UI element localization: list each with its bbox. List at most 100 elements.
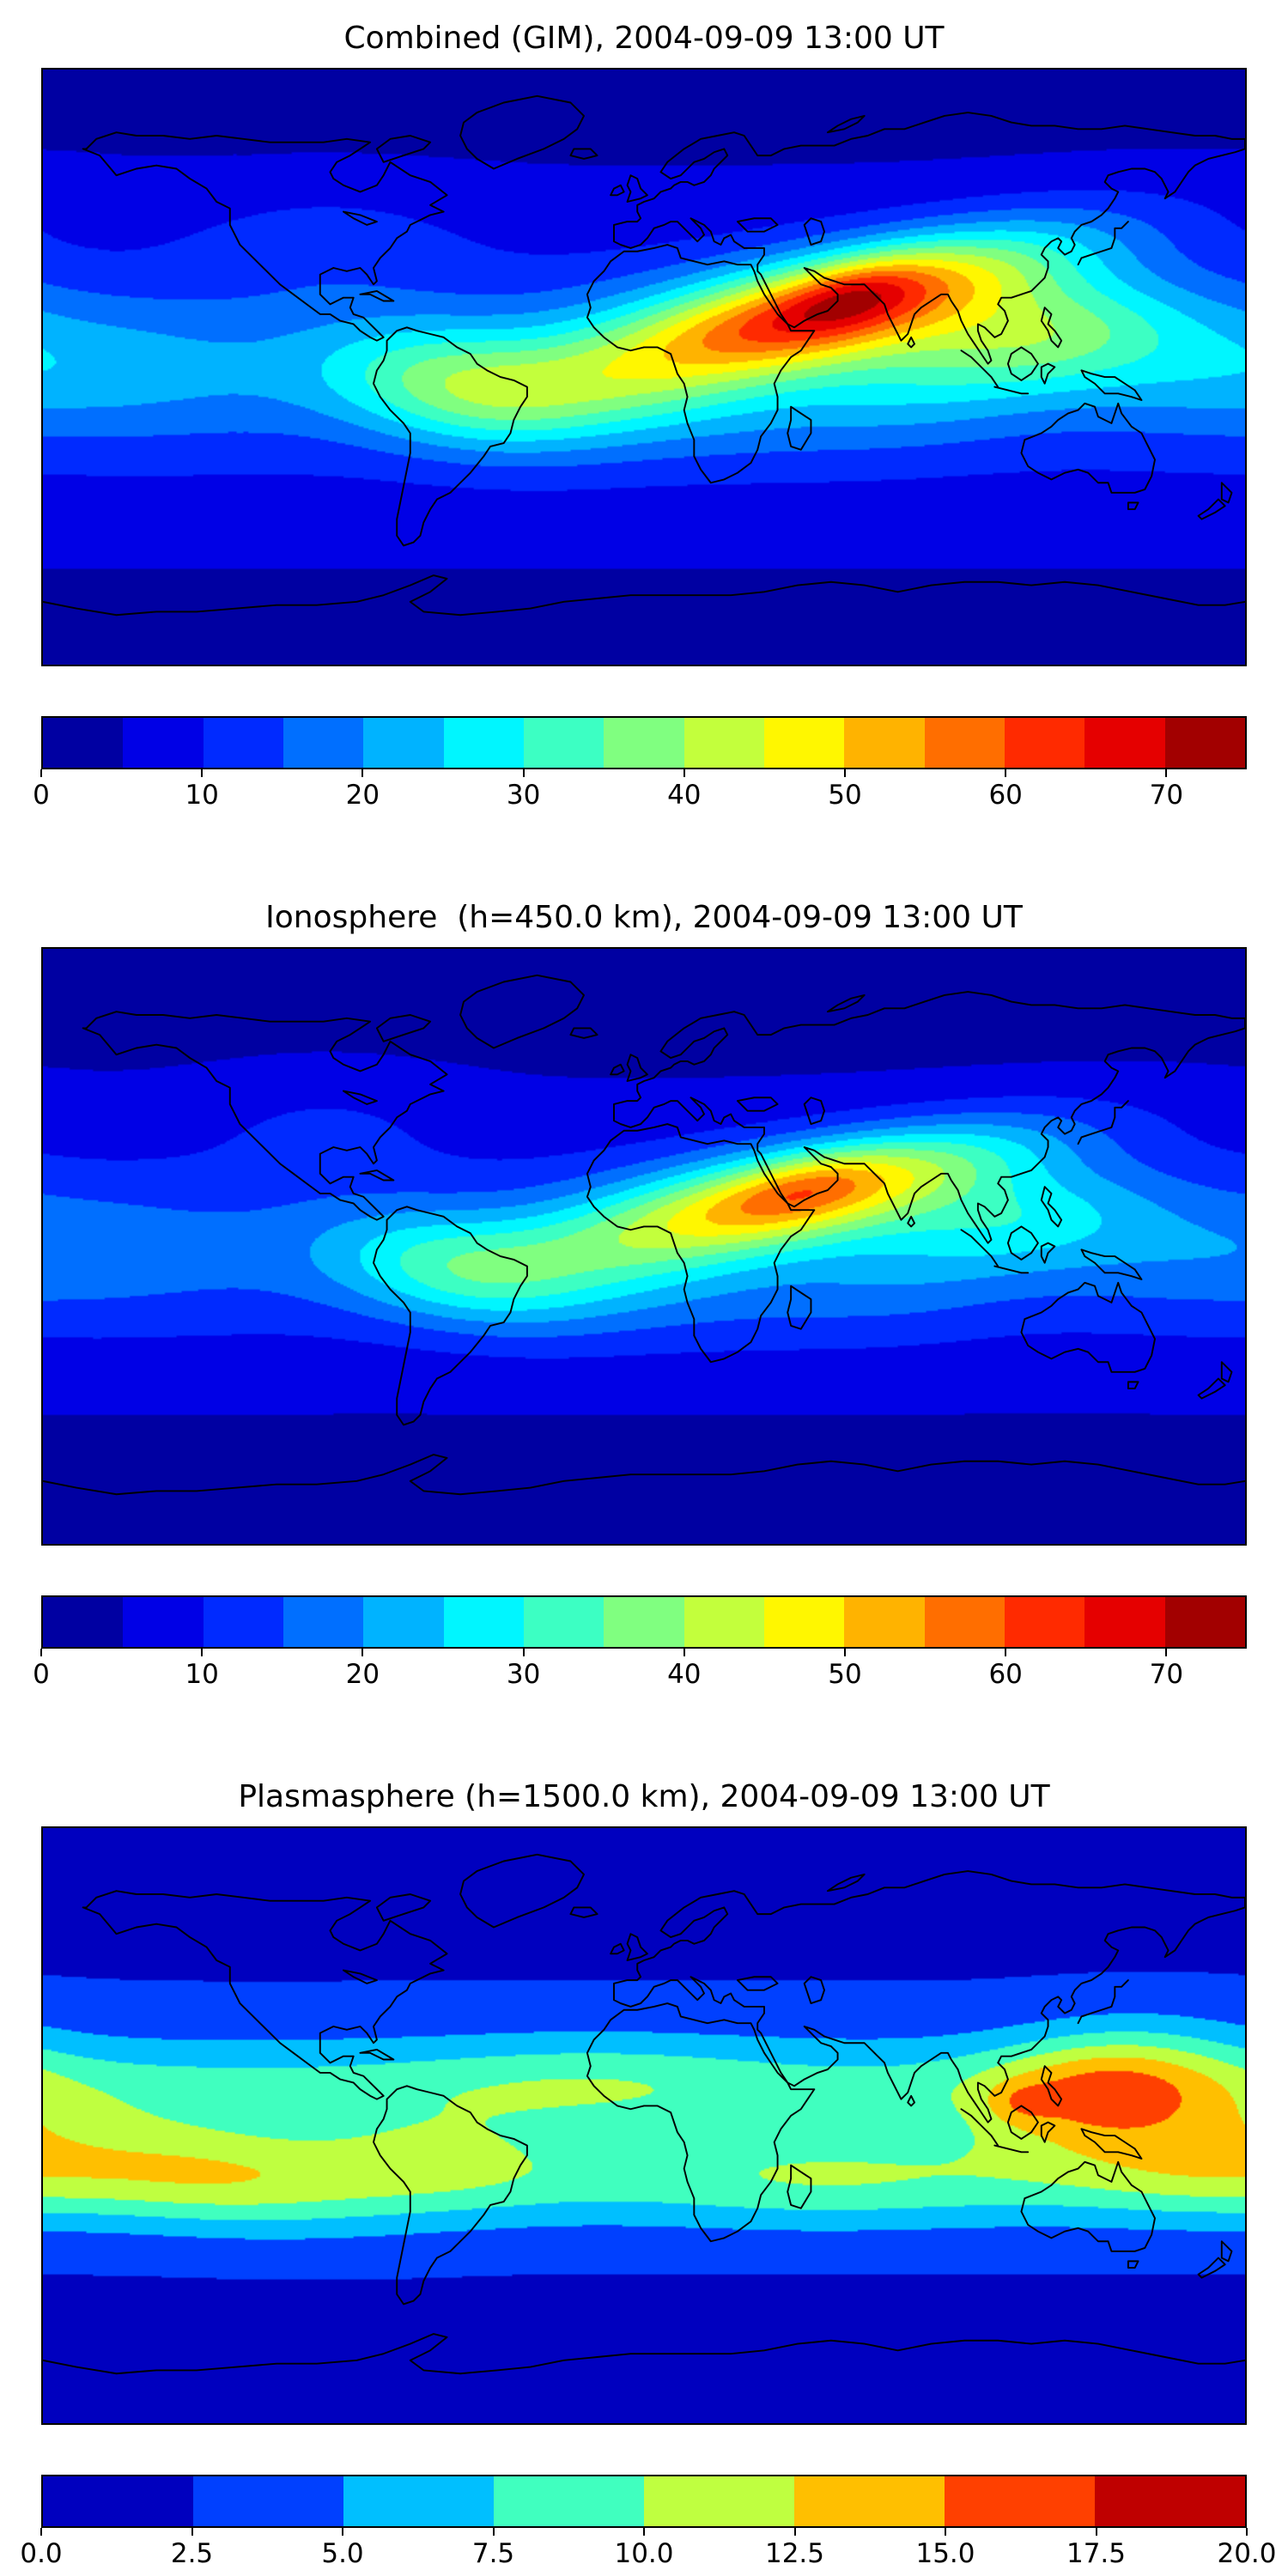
colorbar-tick-label: 40 xyxy=(667,780,702,811)
colorbar-segment xyxy=(443,718,524,768)
colorbar-tick xyxy=(683,1649,685,1656)
coastline xyxy=(1040,307,1063,349)
colorbar-tick-label: 30 xyxy=(506,780,541,811)
colorbar-axis: 0.0 2.5 5.0 7.5 10.0 12.5 15.0 17.5 20.0 xyxy=(20,2528,1277,2576)
coastline xyxy=(1080,2128,1143,2160)
colorbar-tick xyxy=(1095,2528,1097,2536)
map-combined-gim xyxy=(41,68,1247,666)
colorbar-tick xyxy=(40,2528,42,2536)
coastline xyxy=(459,974,585,1049)
coastline xyxy=(993,2144,1030,2154)
coastline xyxy=(1040,362,1056,385)
coastline xyxy=(586,244,816,484)
coastline xyxy=(1080,1249,1143,1280)
coastlines-overlay xyxy=(43,974,1245,1496)
coastline xyxy=(610,1942,625,1955)
colorbar-tick xyxy=(201,1649,204,1656)
colorbar-segment xyxy=(193,2476,343,2526)
colorbar-segment xyxy=(945,2476,1095,2526)
coastline xyxy=(43,1454,1245,1496)
coastline xyxy=(1220,1361,1233,1383)
coastline xyxy=(459,94,585,170)
colorbar-segment xyxy=(43,1597,124,1647)
coastline xyxy=(736,217,779,233)
map-canvas xyxy=(43,70,1245,665)
colorbar-tick-label: 17.5 xyxy=(1066,2538,1127,2569)
map-canvas xyxy=(43,949,1245,1544)
coastline xyxy=(907,2094,915,2107)
colorbar-tick xyxy=(844,769,846,777)
coastline xyxy=(1077,221,1129,266)
colorbar-segment xyxy=(43,718,124,768)
coastline xyxy=(1020,402,1156,494)
colorbar-segment xyxy=(283,1597,364,1647)
colorbar-tick xyxy=(40,769,42,777)
colorbar-tick-label: 10 xyxy=(185,1659,219,1690)
coastline xyxy=(610,1063,625,1076)
coastline xyxy=(1127,2260,1139,2269)
colorbar-tick xyxy=(342,2528,343,2536)
coastline xyxy=(373,2085,528,2306)
colorbar-segment xyxy=(523,718,605,768)
coastlines-overlay xyxy=(43,1853,1245,2375)
colorbar-axis: 0 10 20 30 40 50 60 70 xyxy=(33,1649,1247,1697)
colorbar-segment xyxy=(844,718,925,768)
coastline xyxy=(787,2164,812,2209)
panel-title-combined: Combined (GIM), 2004-09-09 13:00 UT xyxy=(343,21,945,56)
colorbar-tick xyxy=(643,2528,645,2536)
coastline xyxy=(1077,1979,1129,2025)
coastline xyxy=(1040,2121,1056,2143)
coastline xyxy=(1197,2257,1226,2279)
colorbar-tick-label: 20 xyxy=(345,1659,380,1690)
colorbar-tick-label: 0 xyxy=(33,780,50,811)
coastline xyxy=(1020,2160,1156,2252)
colorbar xyxy=(41,1595,1247,1649)
coastline xyxy=(1077,1100,1129,1145)
coastline xyxy=(82,131,448,342)
colorbar-tick-label: 50 xyxy=(828,780,862,811)
colorbar-segment xyxy=(644,2476,794,2526)
colorbar-axis: 0 10 20 30 40 50 60 70 xyxy=(33,769,1247,817)
colorbar-tick xyxy=(1165,1649,1168,1656)
colorbar-segment xyxy=(1095,2476,1245,2526)
colorbar-tick xyxy=(793,2528,796,2536)
coastline xyxy=(787,405,812,451)
colorbar-tick-label: 0.0 xyxy=(20,2538,63,2569)
panel-ionosphere: Ionosphere (h=450.0 km), 2004-09-09 13:0… xyxy=(33,900,1247,1697)
coastline xyxy=(613,112,1245,365)
coastline xyxy=(1220,482,1233,504)
coastline xyxy=(613,991,1245,1244)
colorbar xyxy=(41,716,1247,769)
colorbar-segment xyxy=(604,1597,684,1647)
colorbar-segment xyxy=(924,1597,1005,1647)
coastline xyxy=(1006,1225,1039,1261)
coastline xyxy=(373,1206,528,1426)
coastline xyxy=(736,1976,779,1991)
coastline xyxy=(359,289,395,302)
coastline xyxy=(907,1215,915,1228)
colorbar-tick xyxy=(844,1649,846,1656)
coastline xyxy=(1127,1381,1139,1390)
coastline xyxy=(1197,498,1226,520)
coastline xyxy=(1080,369,1143,401)
colorbar-segment xyxy=(1084,1597,1165,1647)
colorbar-tick-label: 30 xyxy=(506,1659,541,1690)
colorbar-tick-label: 70 xyxy=(1149,1659,1184,1690)
coastline xyxy=(1127,501,1139,511)
colorbar-segment xyxy=(794,2476,945,2526)
colorbar-segment xyxy=(1004,1597,1085,1647)
coastline xyxy=(359,2048,395,2061)
colorbar-tick-label: 2.5 xyxy=(170,2538,214,2569)
colorbar-segment xyxy=(844,1597,925,1647)
colorbar-segment xyxy=(604,718,684,768)
colorbar-tick xyxy=(492,2528,495,2536)
colorbar-segment xyxy=(494,2476,644,2526)
colorbar-tick xyxy=(522,769,525,777)
coastline xyxy=(1040,2065,1063,2107)
coastline xyxy=(993,386,1030,395)
colorbar-tick-label: 12.5 xyxy=(764,2538,825,2569)
coastline xyxy=(1220,2240,1233,2263)
colorbar-tick-label: 20 xyxy=(345,780,380,811)
coastline xyxy=(82,1011,448,1221)
